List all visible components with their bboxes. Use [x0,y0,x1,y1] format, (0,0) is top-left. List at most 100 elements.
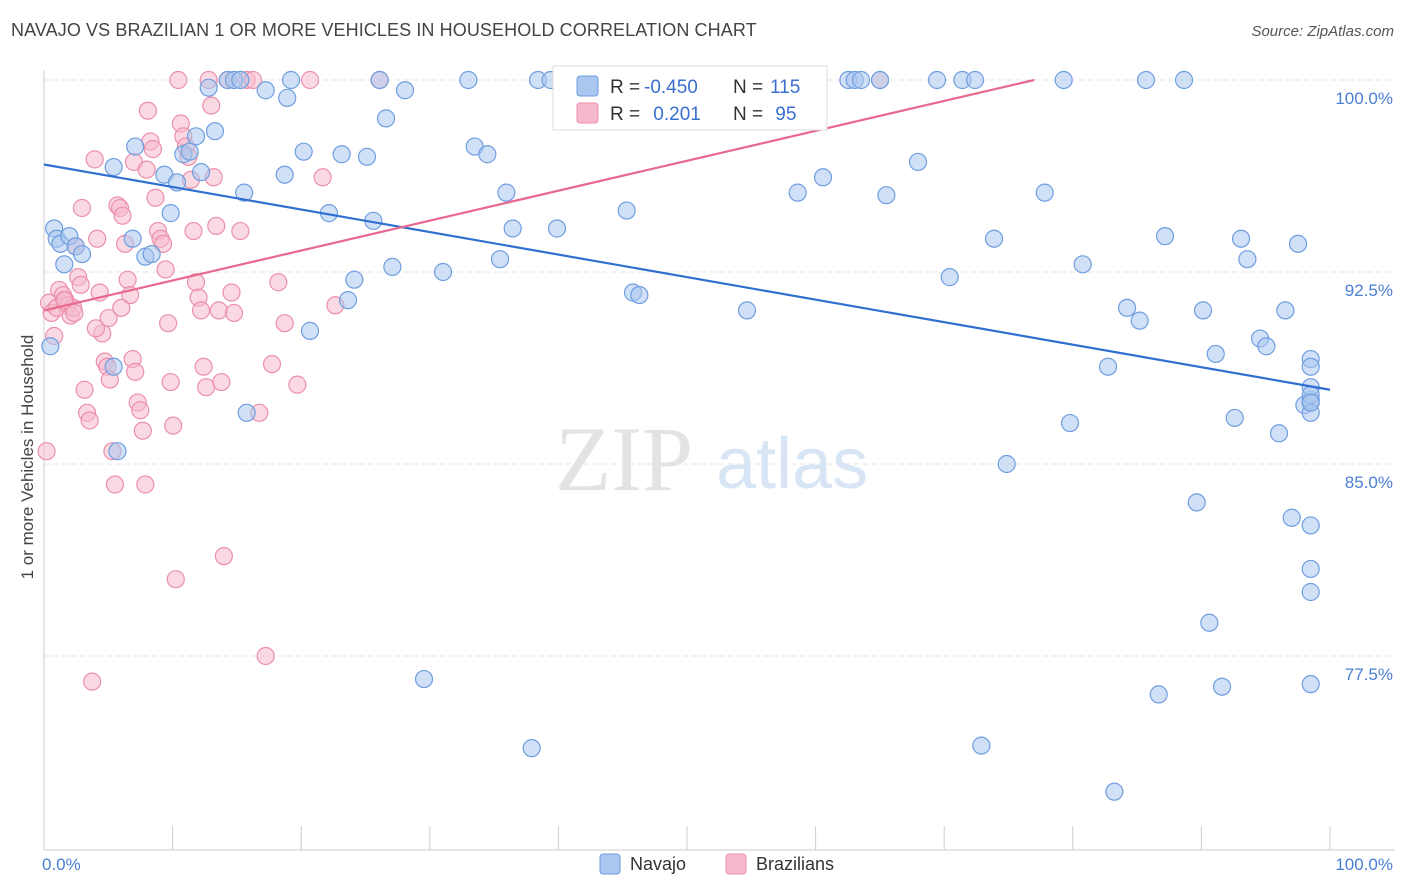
navajo-point [997,454,1016,474]
brazilians-point [86,319,106,338]
brazilians-trend-line [43,78,1035,312]
brazilians-point [161,372,180,392]
navajo-point [1212,677,1232,696]
chart-title: NAVAJO VS BRAZILIAN 1 OR MORE VEHICLES I… [11,20,757,40]
navajo-point [1225,408,1244,428]
navajo-point [345,270,364,289]
navajo-point [161,204,180,223]
navajo-point [1301,393,1320,412]
navajo-point [142,244,161,264]
brazilians-point [75,380,94,399]
navajo-point [300,321,320,340]
brazilians-point [146,188,165,207]
y-tick-label: 92.5% [1345,281,1393,300]
brazilians-point [138,101,157,120]
x-tick-label-min: 0.0% [42,855,81,874]
brazilians-point [65,303,84,323]
brazilians-point [191,301,211,320]
y-tick-label: 100.0% [1335,89,1393,108]
navajo-point [1301,559,1320,579]
navajo-point [877,186,896,205]
navajo-point [281,70,301,90]
navajo-point [972,736,991,755]
brazilians-point [300,70,320,90]
navajo-point [870,70,890,90]
navajo-point [414,669,434,689]
navajo-point [1035,183,1054,202]
brazilians-point [184,221,203,241]
brazilians-point [113,206,132,225]
navajo-series-swatch [599,853,621,875]
brazilians-points [37,70,890,691]
navajo-point [1193,301,1213,320]
watermark-zip: ZIP [555,408,693,510]
y-ticks: 77.5% 85.0% 92.5% 100.0% [1335,89,1393,684]
navajo-trend-line [43,163,1331,391]
navajo-n-value: 115 [770,77,800,98]
navajo-point [205,122,225,141]
navajo-point [1200,613,1219,632]
navajo-point [256,81,275,100]
navajo-point [503,219,522,238]
brazilians-point [197,378,216,397]
navajo-point [908,152,928,172]
brazil-legend-swatch [576,102,599,124]
navajo-point [376,109,396,128]
trend-lines [43,78,1331,391]
brazilians-point [143,140,163,159]
navajo-point [237,403,256,422]
brazil-r-value: 0.201 [648,104,701,125]
brazilians-point [194,357,213,376]
navajo-point [1098,357,1118,376]
brazilians-point [256,646,275,666]
navajo-point [433,262,453,282]
navajo-point [459,70,478,90]
brazilians-point [85,150,104,169]
brazilians-point [207,216,226,236]
brazilians-point [99,308,118,328]
brazilians-point [224,303,244,323]
y-axis-label: 1 or more Vehicles in Household [18,335,37,580]
navajo-point [1288,234,1308,253]
navajo-point [478,145,497,164]
navajo-point [522,739,541,758]
brazilians-point [131,401,150,420]
brazil-r-label: R = [610,104,640,125]
navajo-point [1155,227,1175,246]
brazilians-point [288,375,307,394]
watermark-atlas: atlas [716,424,868,504]
navajo-point [1105,782,1124,801]
brazilians-point [88,229,107,248]
navajo-points [41,70,1320,801]
navajo-point [231,70,250,90]
navajo-point [1117,298,1137,317]
source-credit: Source: ZipAtlas.com [1251,23,1394,40]
navajo-point [927,70,947,90]
brazilians-point [71,275,90,294]
navajo-point [278,88,297,108]
navajo-n-label: N = [733,77,763,98]
brazilians-point [126,362,145,381]
navajo-point [788,183,807,202]
navajo-point [851,70,871,90]
brazilians-point [118,270,137,289]
navajo-point [1149,685,1168,704]
navajo-point [338,291,358,310]
brazilians-point [166,570,185,589]
brazilians-point [136,475,155,494]
navajo-point [383,257,402,276]
brazilians-point [202,96,221,115]
x-tick-label-max: 100.0% [1335,855,1393,874]
navajo-r-label: R = [610,77,640,98]
brazilians-point [159,314,178,333]
brazilians-point [222,283,241,302]
brazil-series-swatch [725,853,747,875]
navajo-point [497,183,516,202]
brazilians-point [156,260,175,279]
brazilians-point [275,314,294,333]
navajo-point [1060,413,1080,433]
brazilians-point [269,273,288,292]
navajo-point [1187,493,1206,512]
brazilians-point [153,234,173,253]
